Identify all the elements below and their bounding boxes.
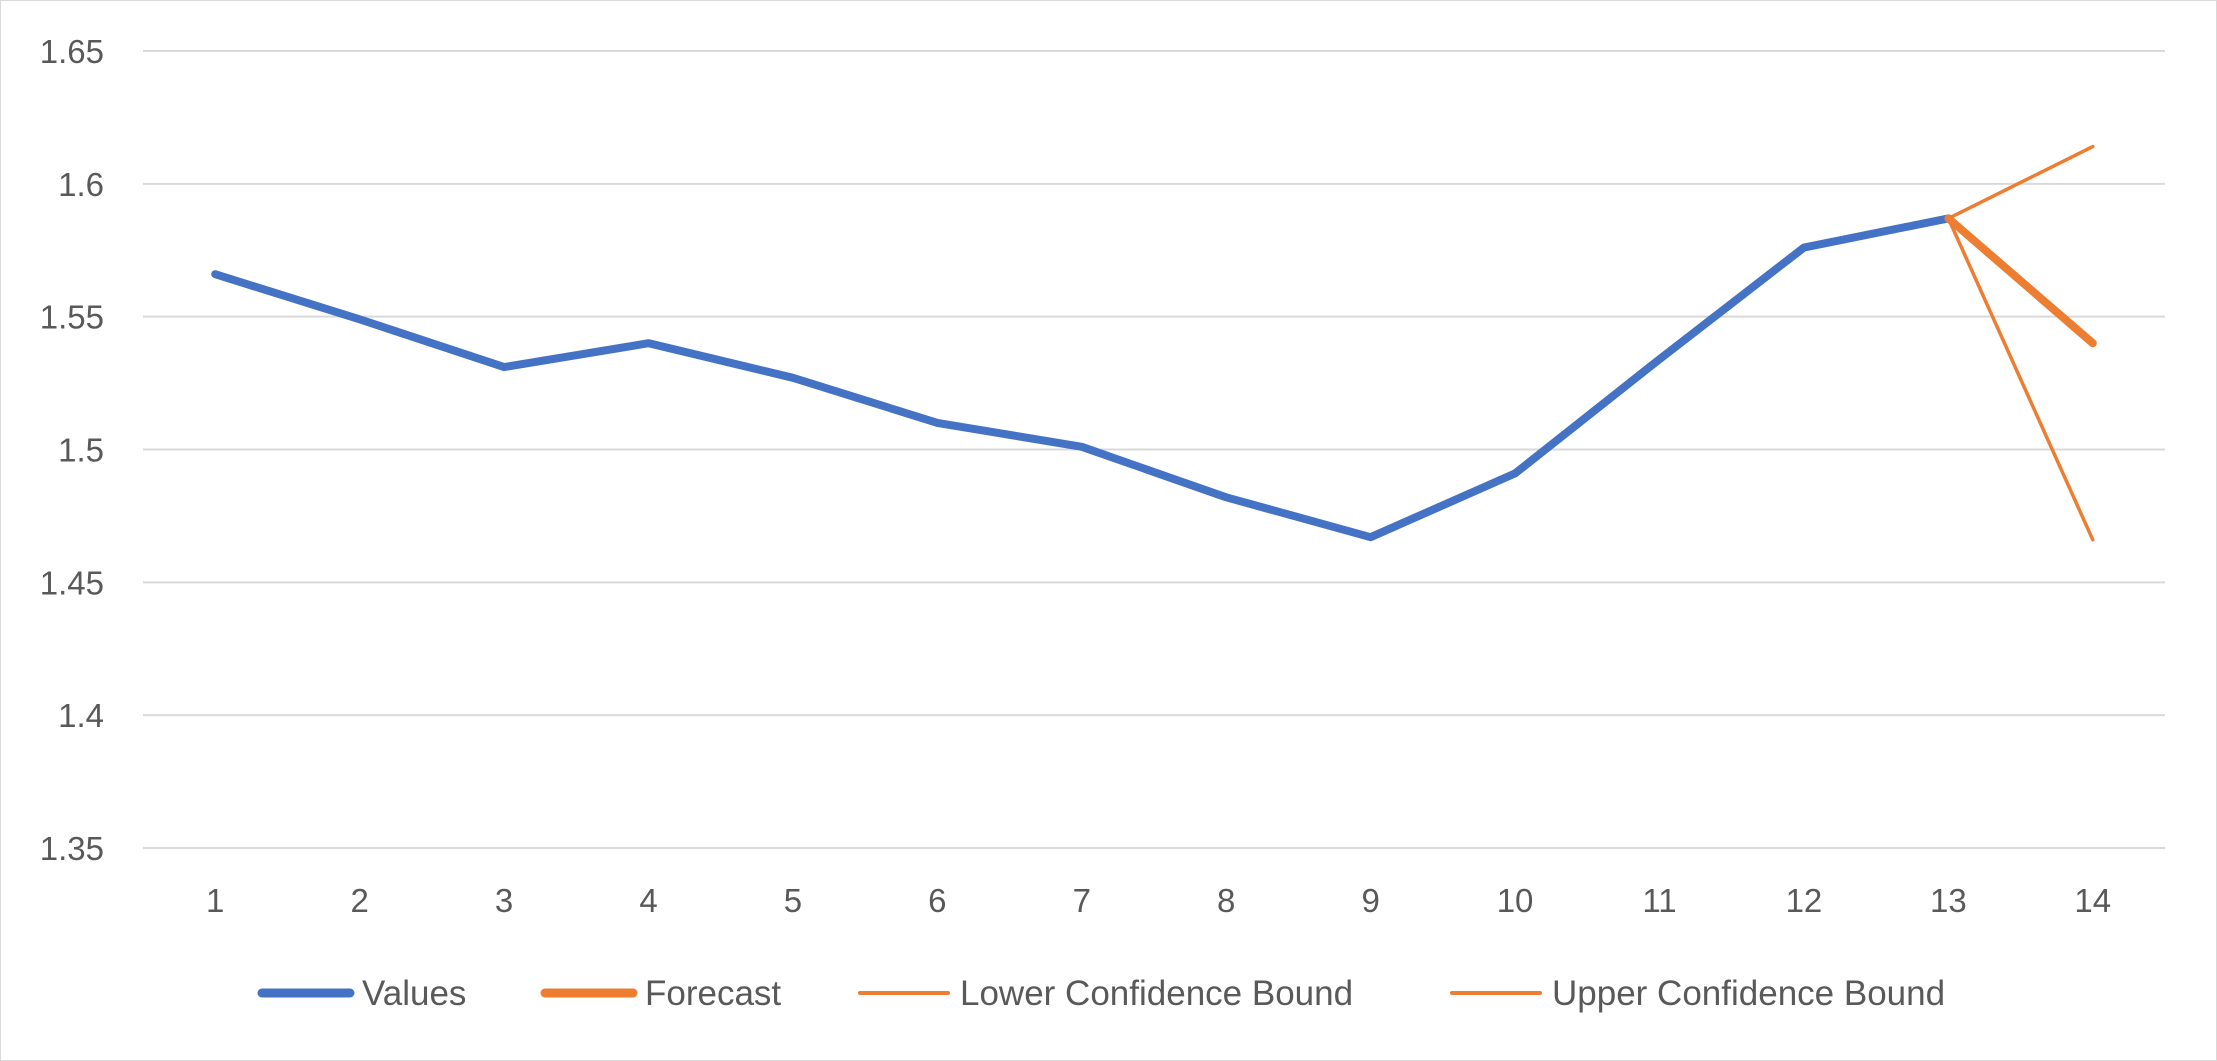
series-line-values xyxy=(211,214,1953,542)
x-tick-label: 8 xyxy=(1217,882,1235,919)
x-tick-label: 2 xyxy=(350,882,368,919)
x-tick-label: 3 xyxy=(495,882,513,919)
y-tick-label: 1.6 xyxy=(58,166,104,203)
legend-label: Forecast xyxy=(645,974,781,1013)
y-tick-label: 1.55 xyxy=(40,299,104,336)
x-tick-label: 4 xyxy=(639,882,657,919)
x-axis-tick-labels: 1 2 3 4 5 6 7 8 9 10 11 12 13 14 xyxy=(206,882,2111,919)
x-tick-label: 12 xyxy=(1786,882,1823,919)
y-tick-label: 1.65 xyxy=(40,33,104,70)
series-line-lower-confidence-bound xyxy=(1946,216,2095,542)
x-tick-label: 6 xyxy=(928,882,946,919)
x-tick-label: 10 xyxy=(1497,882,1534,919)
x-tick-label: 5 xyxy=(784,882,802,919)
x-tick-label: 13 xyxy=(1930,882,1967,919)
gridlines xyxy=(143,50,2165,849)
x-tick-label: 11 xyxy=(1642,882,1676,919)
legend: Values Forecast Lower Confidence Bound Uppe… xyxy=(257,974,1945,1013)
x-tick-label: 1 xyxy=(206,882,224,919)
y-axis-tick-labels: 1.35 1.4 1.45 1.5 1.55 1.6 1.65 xyxy=(40,33,104,867)
y-tick-label: 1.4 xyxy=(58,697,104,734)
series-lines xyxy=(211,144,2097,542)
legend-label: Upper Confidence Bound xyxy=(1552,974,1945,1013)
series-line-forecast xyxy=(1944,214,2097,348)
y-tick-label: 1.5 xyxy=(58,432,104,469)
x-tick-label: 7 xyxy=(1073,882,1091,919)
legend-label: Values xyxy=(362,974,466,1013)
x-tick-label: 14 xyxy=(2074,882,2111,919)
series-line-upper-confidence-bound xyxy=(1946,144,2095,221)
y-tick-label: 1.35 xyxy=(40,830,104,867)
x-tick-label: 9 xyxy=(1361,882,1379,919)
y-tick-label: 1.45 xyxy=(40,564,104,601)
legend-label: Lower Confidence Bound xyxy=(960,974,1353,1013)
